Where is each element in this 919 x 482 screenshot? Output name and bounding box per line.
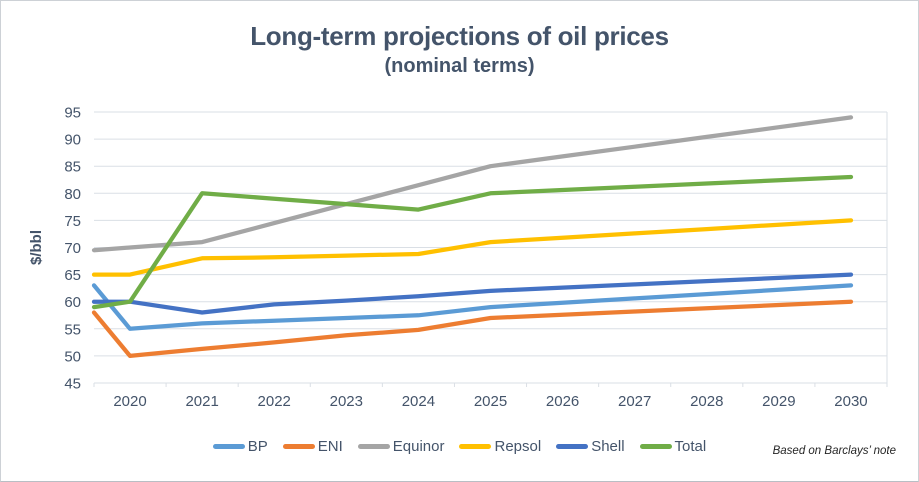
legend-line-marker xyxy=(556,444,589,449)
legend-line-marker xyxy=(282,444,315,449)
series-line-total xyxy=(91,174,854,310)
x-tick-label: 2029 xyxy=(762,393,795,410)
legend: BP ENI Equinor Repsol Shell Total xyxy=(1,438,918,455)
series-line-repsol xyxy=(91,218,854,277)
y-tick-label: 90 xyxy=(64,132,81,149)
x-tick-label: 2026 xyxy=(546,393,579,410)
chart-title: Long-term projections of oil prices xyxy=(250,21,669,51)
y-tick-label: 75 xyxy=(64,213,81,230)
source-note: Based on Barclays’ note xyxy=(772,445,896,457)
x-tick-label: 2028 xyxy=(690,393,723,410)
legend-item-equinor: Equinor xyxy=(357,438,445,455)
y-tick-label: 80 xyxy=(64,186,81,203)
legend-item-shell: Shell xyxy=(556,438,625,455)
legend-item-eni: ENI xyxy=(282,438,343,455)
series-line-equinor xyxy=(91,115,854,253)
y-tick-label: 60 xyxy=(64,294,81,311)
y-tick-label: 95 xyxy=(64,105,81,122)
x-tick-label: 2025 xyxy=(474,393,507,410)
series-line-bp xyxy=(91,283,854,331)
y-tick-label: 55 xyxy=(64,321,81,338)
y-tick-label: 85 xyxy=(64,159,81,176)
legend-label: Repsol xyxy=(494,438,542,455)
legend-label: Shell xyxy=(591,438,625,455)
chart-subtitle: (nominal terms) xyxy=(384,55,535,77)
x-tick-label: 2027 xyxy=(618,393,651,410)
x-tick-label: 2021 xyxy=(185,393,218,410)
y-tick-label: 50 xyxy=(64,348,81,365)
legend-item-repsol: Repsol xyxy=(459,438,541,455)
legend-line-marker xyxy=(357,444,390,449)
legend-label: Total xyxy=(674,438,707,455)
y-tick-label: 45 xyxy=(64,376,81,393)
series-line-eni xyxy=(91,299,854,359)
x-tick-label: 2022 xyxy=(258,393,291,410)
legend-label: Equinor xyxy=(392,438,445,455)
x-tick-label: 2030 xyxy=(834,393,867,410)
series-line-shell xyxy=(91,272,854,315)
legend-label: ENI xyxy=(317,438,343,455)
y-axis-title: $/bbl xyxy=(28,230,45,265)
legend-line-marker xyxy=(212,444,245,449)
legend-item-total: Total xyxy=(639,438,707,455)
y-tick-label: 65 xyxy=(64,267,81,284)
legend-line-marker xyxy=(459,444,492,449)
y-tick-label: 70 xyxy=(64,240,81,257)
x-tick-label: 2023 xyxy=(330,393,363,410)
legend-item-bp: BP xyxy=(212,438,268,455)
x-tick-label: 2020 xyxy=(113,393,146,410)
x-tick-label: 2024 xyxy=(402,393,435,410)
legend-line-marker xyxy=(639,444,672,449)
legend-label: BP xyxy=(247,438,268,455)
